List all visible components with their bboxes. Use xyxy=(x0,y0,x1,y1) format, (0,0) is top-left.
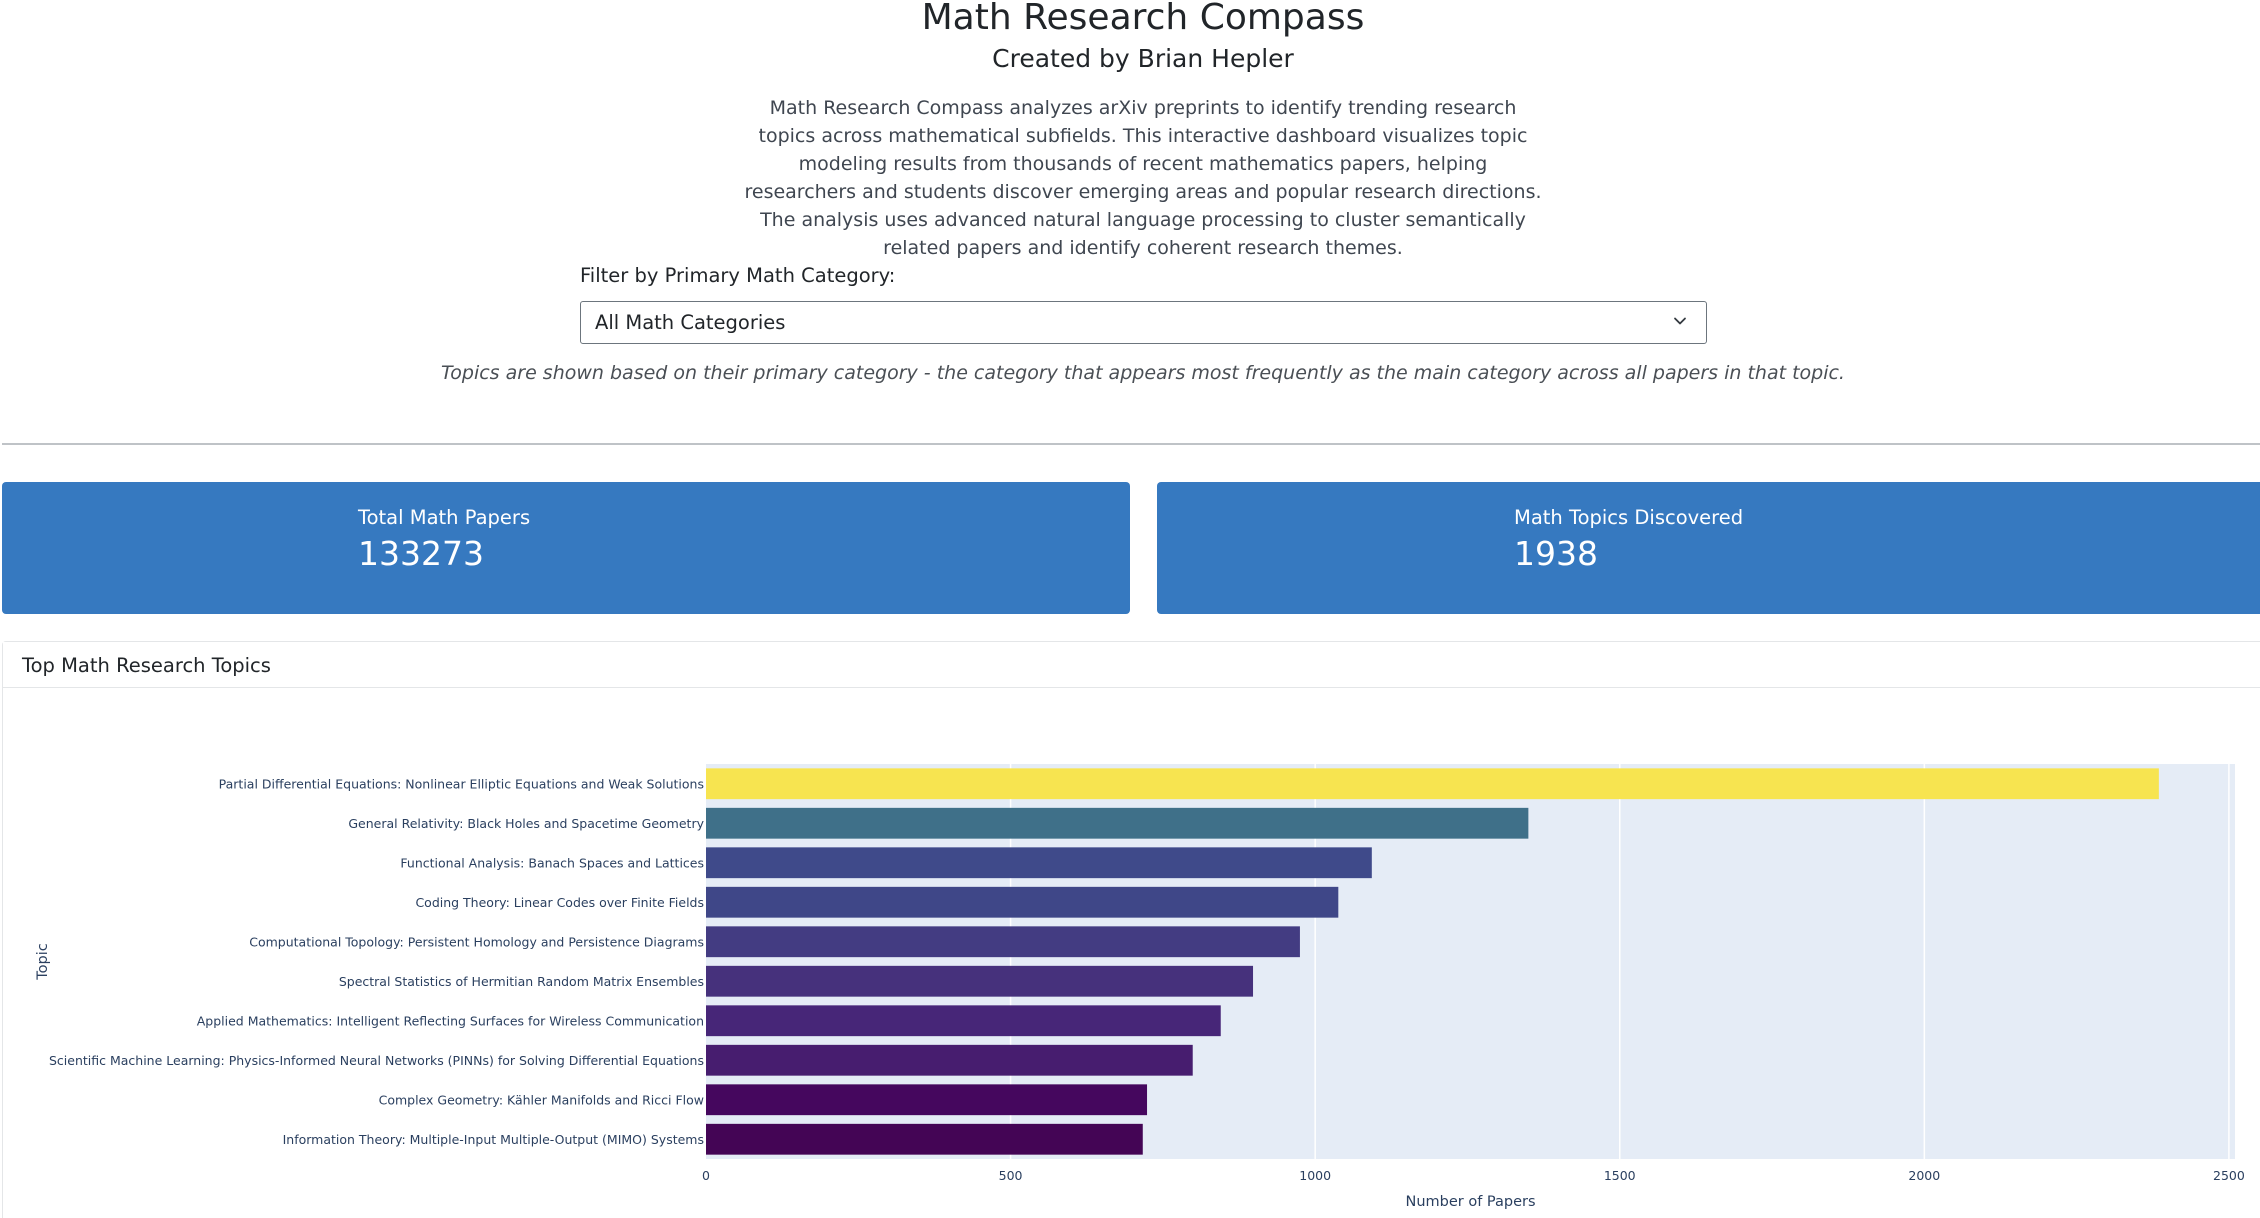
page-title: Math Research Compass xyxy=(921,0,1365,38)
y-tick-label: Information Theory: Multiple-Input Multi… xyxy=(283,1132,704,1147)
bar-2[interactable] xyxy=(706,807,1529,839)
top-topics-chart-card: 0 500 1000 1500 2000 2500 Partial Differential… xyxy=(2,641,2260,1218)
x-axis-title: Number of Papers xyxy=(1405,1194,1535,1210)
x-tick-label: 2500 xyxy=(2213,1168,2245,1183)
y-tick-label: Functional Analysis: Banach Spaces and L… xyxy=(400,855,704,870)
bar-3[interactable] xyxy=(706,847,1372,879)
x-tick-label: 1500 xyxy=(1604,1168,1636,1183)
y-tick-label: Complex Geometry: Kähler Manifolds and R… xyxy=(379,1092,704,1107)
chart-card-title: Top Math Research Topics xyxy=(22,654,271,677)
total-papers-value: 133273 xyxy=(358,534,484,573)
section-divider xyxy=(2,443,2260,445)
y-tick-label: Computational Topology: Persistent Homol… xyxy=(249,934,704,949)
bar-1[interactable] xyxy=(706,768,2159,800)
category-filter-selected: All Math Categories xyxy=(595,311,786,334)
bar-9[interactable] xyxy=(706,1084,1148,1116)
y-tick-label: Spectral Statistics of Hermitian Random … xyxy=(339,974,704,989)
y-tick-label: General Relativity: Black Holes and Spac… xyxy=(348,816,704,831)
category-filter-dropdown[interactable]: All Math Categories xyxy=(580,301,1707,344)
bar-7[interactable] xyxy=(706,1005,1221,1037)
chevron-down-icon xyxy=(1674,317,1686,325)
x-tick-label: 500 xyxy=(999,1168,1023,1183)
topics-discovered-card: Math Topics Discovered 1938 xyxy=(1157,482,2260,614)
bar-10[interactable] xyxy=(706,1123,1143,1155)
x-tick-label: 0 xyxy=(702,1168,710,1183)
topics-discovered-value: 1938 xyxy=(1514,534,1598,573)
y-tick-label: Coding Theory: Linear Codes over Finite … xyxy=(415,895,704,910)
y-tick-label: Scientific Machine Learning: Physics-Inf… xyxy=(49,1053,704,1068)
total-papers-label: Total Math Papers xyxy=(358,506,531,529)
x-tick-label: 2000 xyxy=(1908,1168,1940,1183)
total-papers-card: Total Math Papers 133273 xyxy=(2,482,1130,614)
chart-card-header: Top Math Research Topics xyxy=(3,642,2260,688)
page-subtitle: Created by Brian Hepler xyxy=(992,44,1294,73)
bar-4[interactable] xyxy=(706,886,1339,918)
category-filter-note: Topics are shown based on their primary … xyxy=(441,362,1845,384)
bar-6[interactable] xyxy=(706,965,1254,997)
bar-8[interactable] xyxy=(706,1044,1193,1076)
top-topics-bar-chart[interactable]: 0 500 1000 1500 2000 2500 Partial Differential… xyxy=(3,642,2260,1218)
x-tick-label: 1000 xyxy=(1299,1168,1331,1183)
topics-discovered-label: Math Topics Discovered xyxy=(1514,506,1744,529)
bar-5[interactable] xyxy=(706,926,1300,958)
y-axis-title: Topic xyxy=(35,943,51,980)
category-filter-label: Filter by Primary Math Category: xyxy=(580,264,896,287)
page-description: Math Research Compass analyzes arXiv pre… xyxy=(744,97,1542,259)
y-tick-label: Partial Differential Equations: Nonlinea… xyxy=(219,776,704,791)
y-tick-label: Applied Mathematics: Intelligent Reflect… xyxy=(197,1013,704,1028)
